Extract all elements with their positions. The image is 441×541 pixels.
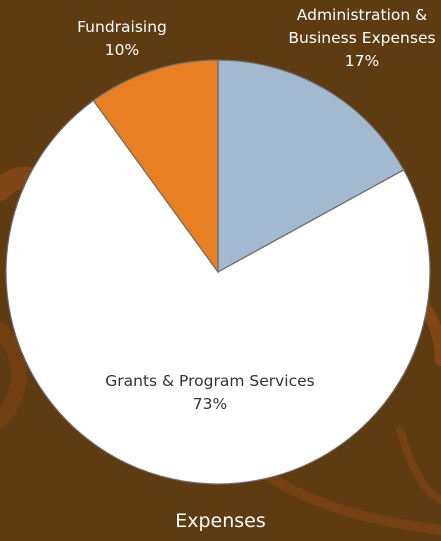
slice-name: Administration & Business Expenses	[277, 4, 441, 50]
slice-percent: 73%	[80, 393, 340, 416]
slice-percent: 10%	[62, 39, 182, 62]
chart-title: Expenses	[0, 510, 441, 532]
slice-percent: 17%	[277, 50, 441, 73]
chart-canvas	[0, 0, 441, 541]
slice-name: Grants & Program Services	[80, 370, 340, 393]
chart: Expenses Administration & Business Expen…	[0, 0, 441, 541]
slice-name: Fundraising	[62, 16, 182, 39]
